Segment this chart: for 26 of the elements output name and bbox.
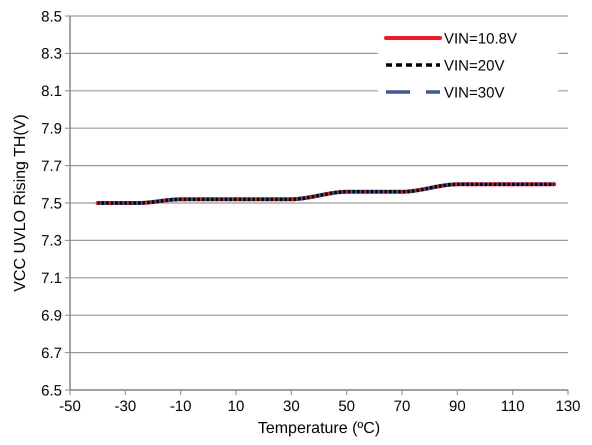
legend-label: VIN=30V [444,84,504,102]
x-tick-label: 110 [500,398,525,415]
x-axis-title: Temperature (ºC) [258,420,380,437]
x-tick-label: 50 [338,398,356,415]
y-tick-label: 7.1 [41,270,62,288]
y-tick-label: 8.3 [41,46,62,63]
x-tick-label: 10 [228,398,244,415]
x-tick-label: -10 [170,398,192,415]
x-tick-label: 130 [555,398,581,415]
y-tick-label: 7.9 [41,120,62,138]
x-tick-label: -50 [59,398,81,415]
y-tick-label: 6.7 [41,344,62,362]
legend-label: VIN=10.8V [444,30,517,48]
x-tick-label: 90 [448,398,466,415]
y-tick-label: 7.5 [41,195,62,212]
y-axis-title: VCC UVLO Rising TH(V) [12,114,29,292]
y-tick-label: 6.5 [41,382,62,400]
y-tick-label: 7.7 [41,158,62,175]
y-tick-label: 8.5 [41,8,62,26]
y-tick-label: 6.9 [41,307,62,324]
y-tick-label: 7.3 [41,232,62,250]
y-tick-label: 8.1 [41,83,62,100]
legend-label: VIN=20V [444,57,504,74]
x-tick-label: 30 [282,398,300,415]
x-tick-label: 70 [394,398,410,415]
x-tick-label: -30 [114,398,136,415]
